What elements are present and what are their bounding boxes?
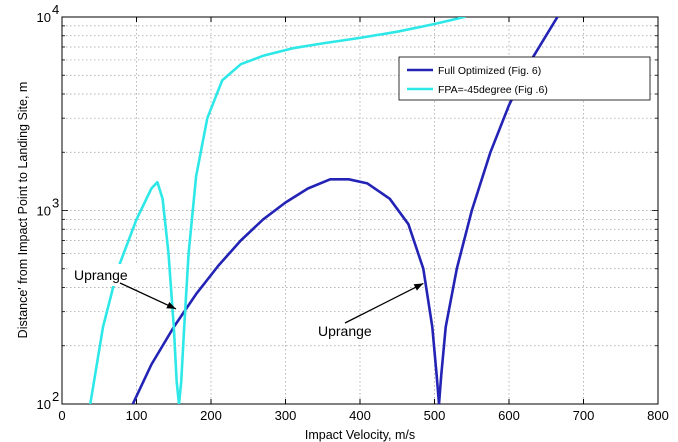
series-line-full-optimized [131,17,559,404]
annotation-arrow-line [344,282,424,324]
x-tick-label: 0 [58,408,65,423]
y-tick-label: 10 [37,397,51,412]
x-tick-label: 800 [647,408,669,423]
legend: Full Optimized (Fig. 6) FPA=-45degree (F… [398,56,651,101]
grid-layer [62,17,658,404]
y-tick-label: 10 [37,204,51,219]
y-tick-exponent: 2 [52,389,59,404]
series-line-fpa-45 [89,17,466,404]
annotation-box [316,320,386,342]
annotation-box [70,264,140,286]
x-tick-label: 400 [349,408,371,423]
x-axis-label: Impact Velocity, m/s [305,428,415,442]
x-tick-label: 100 [126,408,148,423]
x-tick-label: 700 [573,408,595,423]
series-layer [89,17,559,404]
y-tick-exponent: 3 [52,196,59,211]
annotation-arrow-head [413,283,424,291]
x-tick-label: 300 [275,408,297,423]
annotation-arrow-line [119,282,177,310]
y-tick-exponent: 4 [52,2,59,17]
x-tick-label: 200 [200,408,222,423]
annotation-arrow-head [166,302,176,309]
x-tick-label: 600 [498,408,520,423]
x-tick-label: 500 [424,408,446,423]
y-tick-label: 10 [37,10,51,25]
annotation-uprange: Uprange [318,323,372,339]
y-axis-label: Distance' from Impact Point to Landing S… [16,82,30,339]
legend-label-full-optimized: Full Optimized (Fig. 6) [438,65,541,77]
legend-box [398,56,651,101]
annotation-layer: Uprange Uprange [70,264,424,342]
annotation-uprange: Uprange [74,267,128,283]
legend-label-fpa-45: FPA=-45degree (Fig .6) [438,84,548,96]
